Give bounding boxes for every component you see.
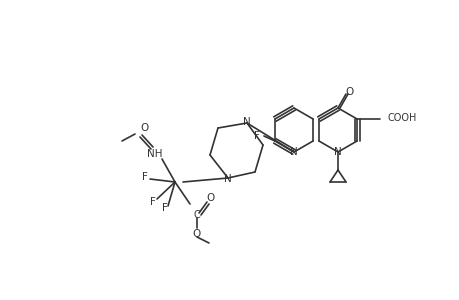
Text: F: F bbox=[142, 172, 148, 182]
Text: C: C bbox=[193, 210, 200, 220]
Text: N: N bbox=[290, 147, 297, 157]
Text: F: F bbox=[253, 131, 259, 141]
Text: O: O bbox=[192, 229, 201, 239]
Text: O: O bbox=[207, 193, 215, 203]
Text: N: N bbox=[224, 174, 231, 184]
Text: F: F bbox=[150, 197, 156, 207]
Text: NH: NH bbox=[147, 149, 162, 159]
Text: F: F bbox=[162, 203, 168, 213]
Text: N: N bbox=[243, 117, 250, 127]
Text: COOH: COOH bbox=[386, 113, 415, 123]
Text: N: N bbox=[333, 147, 341, 157]
Text: O: O bbox=[140, 123, 149, 133]
Text: O: O bbox=[345, 87, 353, 97]
